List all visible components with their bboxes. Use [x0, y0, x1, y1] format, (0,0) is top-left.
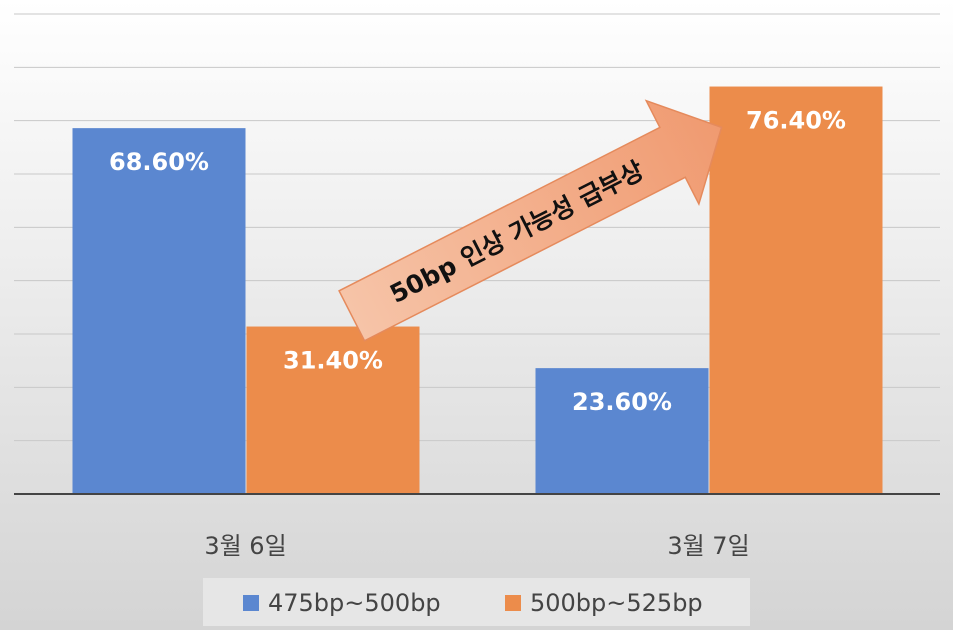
value-label: 76.40% — [746, 107, 846, 135]
value-label: 23.60% — [572, 388, 672, 416]
legend-swatch — [243, 595, 259, 611]
arrow-shape — [338, 99, 723, 342]
value-label: 68.60% — [109, 148, 209, 176]
legend-swatch — [505, 595, 521, 611]
legend-label: 500bp~525bp — [530, 589, 703, 617]
x-tick-label: 3월 6일 — [204, 532, 286, 560]
value-label: 31.40% — [283, 347, 383, 375]
bar — [535, 368, 709, 494]
bar — [709, 86, 883, 495]
bar — [246, 326, 420, 494]
legend-box — [203, 578, 750, 626]
x-tick-label: 3월 7일 — [667, 532, 749, 560]
bar — [72, 128, 246, 494]
legend-label: 475bp~500bp — [268, 589, 441, 617]
